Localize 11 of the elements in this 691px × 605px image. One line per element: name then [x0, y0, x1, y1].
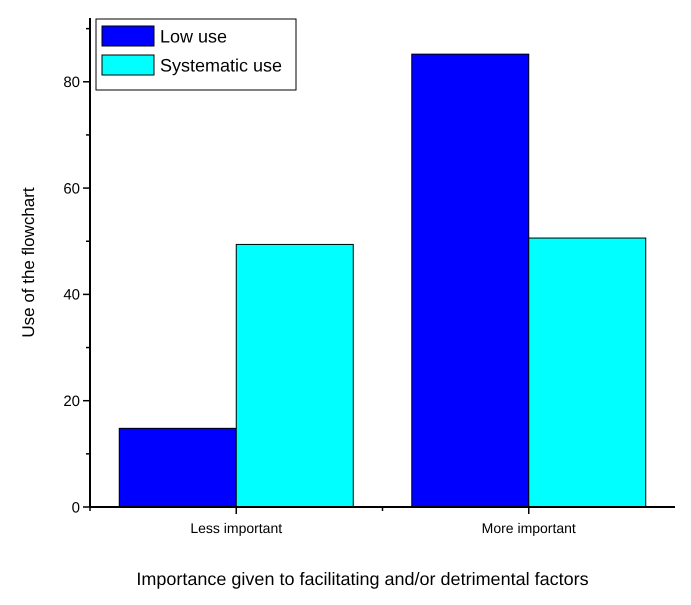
y-tick-label: 20 [63, 392, 80, 410]
x-axis-title: Importance given to facilitating and/or detrimental factors [136, 569, 589, 589]
y-tick-label: 0 [72, 499, 80, 516]
x-tick-label: More important [482, 520, 576, 536]
legend-label: Systematic use [160, 55, 282, 76]
y-tick-label: 80 [63, 74, 80, 92]
y-tick-label: 40 [63, 286, 80, 304]
y-tick-label: 60 [63, 180, 80, 198]
legend-label: Low use [160, 26, 228, 46]
y-axis-title: Use of the flowchart [19, 187, 38, 338]
x-tick-label: Less important [190, 520, 282, 536]
